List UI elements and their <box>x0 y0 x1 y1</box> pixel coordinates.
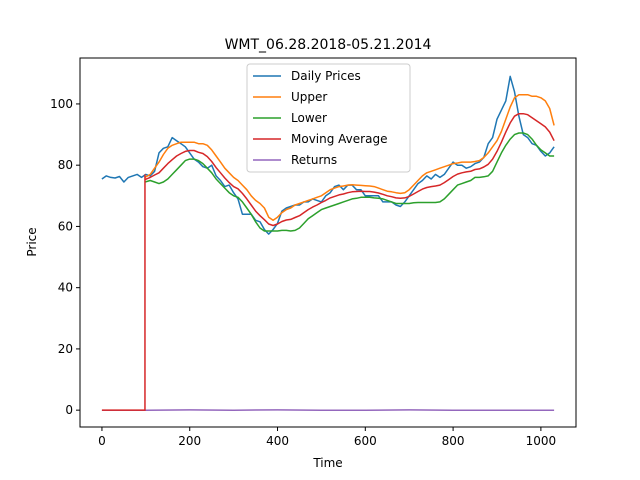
legend-box <box>246 63 411 173</box>
y-tick-label-5: 100 <box>50 97 73 111</box>
series-line-3 <box>144 112 555 227</box>
chart-title: WMT_06.28.2018-05.21.2014 <box>225 37 432 53</box>
x-axis-label: Time <box>312 456 342 470</box>
x-tick-label-3: 600 <box>354 434 377 448</box>
legend-label-3: Moving Average <box>291 132 387 146</box>
legend-label-4: Returns <box>291 153 337 167</box>
x-tick-label-0: 0 <box>98 434 106 448</box>
legend-label-0: Daily Prices <box>291 69 361 83</box>
x-tick-label-4: 800 <box>442 434 465 448</box>
series-line-2 <box>144 132 555 232</box>
x-tick-label-1: 200 <box>178 434 201 448</box>
series-jump-connector <box>101 174 146 411</box>
series-line-0 <box>101 75 555 235</box>
axes-frame <box>79 57 577 428</box>
y-tick-label-1: 20 <box>58 342 73 356</box>
y-tick-label-4: 80 <box>58 158 73 172</box>
legend: Daily Prices Upper Lower Moving Average Retu… <box>246 63 411 173</box>
series-line-1 <box>144 93 555 222</box>
plot-area <box>101 75 555 411</box>
y-axis-label: Price <box>25 227 39 256</box>
y-tick-label-2: 40 <box>58 281 73 295</box>
y-tick-label-0: 0 <box>65 403 73 417</box>
x-axis: 0 200 400 600 800 1000 <box>98 427 556 448</box>
y-axis: 0 20 40 60 80 100 <box>50 97 80 417</box>
y-tick-label-3: 60 <box>58 219 73 233</box>
x-tick-label-2: 400 <box>266 434 289 448</box>
legend-label-1: Upper <box>291 90 327 104</box>
x-tick-label-5: 1000 <box>526 434 557 448</box>
legend-label-2: Lower <box>291 111 327 125</box>
